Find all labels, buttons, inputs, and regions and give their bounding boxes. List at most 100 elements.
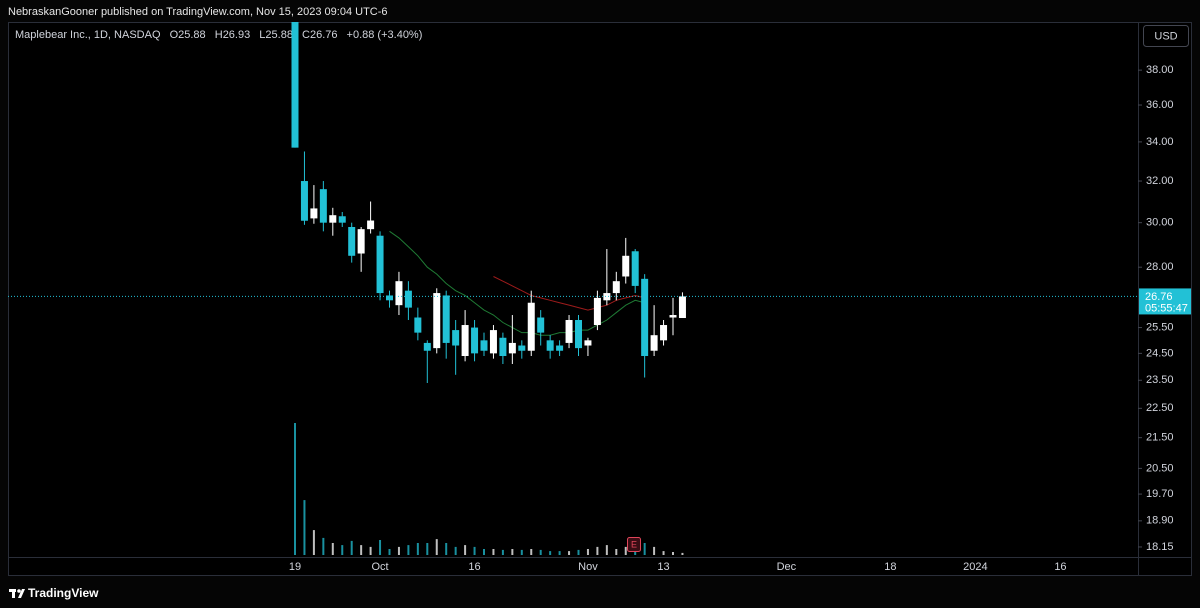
volume-bar [360, 545, 363, 555]
candle-body [641, 278, 649, 357]
candle-body [650, 335, 658, 351]
y-tick-label: 19.70 [1146, 488, 1174, 500]
candle-body [499, 337, 507, 357]
volume-bar [501, 549, 504, 555]
candle-body [329, 215, 337, 223]
volume-bar [294, 423, 296, 555]
legend-value: 26.76 [310, 29, 338, 41]
volume-bar [322, 537, 325, 555]
y-tick-label: 23.50 [1146, 374, 1174, 386]
y-tick-label: 24.50 [1146, 347, 1174, 359]
currency[interactable]: USD [1154, 30, 1177, 42]
candle-body [348, 226, 356, 256]
volume-bar [596, 546, 599, 555]
candle-body [319, 189, 327, 223]
volume-bar [549, 551, 552, 555]
candle-body [593, 297, 601, 326]
earnings-box[interactable] [627, 537, 641, 552]
legend: Maplebear Inc., 1D, NASDAQ O25.88 H26.93… [15, 29, 422, 41]
volume-bar [605, 545, 608, 555]
candle-body [518, 345, 526, 351]
candle-body [357, 229, 365, 254]
candle-body [433, 293, 441, 349]
moving-average [493, 276, 645, 311]
candle-body [310, 208, 318, 219]
volume-bar [473, 546, 476, 555]
legend-change: +0.88 (+3.40%) [347, 29, 423, 41]
candle-body [631, 251, 639, 286]
volume-bar [407, 545, 410, 555]
plot [8, 22, 1138, 555]
volume-bar [492, 549, 495, 555]
moving-average [389, 230, 645, 336]
volume-bar [568, 551, 571, 555]
y-tick-label: 20.50 [1146, 462, 1174, 474]
x-tick-label: 18 [884, 561, 896, 573]
candle-body [508, 342, 516, 354]
y-tick-label: 18.15 [1146, 541, 1174, 553]
candle-body [338, 216, 346, 223]
volume-bar [331, 543, 334, 555]
volume-bar [681, 552, 684, 555]
candle-body [546, 340, 554, 351]
candle-body [565, 320, 573, 343]
candle-body [300, 181, 308, 221]
volume-bar [672, 552, 674, 555]
legend-symbol: Maplebear Inc., 1D, NASDAQ [15, 29, 161, 41]
volume-bar [558, 551, 561, 555]
volume-bar [416, 543, 419, 555]
x-tick-label: 19 [289, 561, 301, 573]
candle-body [404, 290, 412, 308]
candle-body [584, 340, 592, 346]
candle-body [452, 330, 460, 346]
candle-body [395, 281, 403, 306]
footer-logo [9, 589, 25, 598]
candle-body [480, 340, 488, 351]
candle-body [461, 325, 469, 357]
volume-bar [643, 543, 646, 555]
y-tick-label: 30.00 [1146, 217, 1174, 229]
earnings-marker[interactable]: E [631, 539, 637, 549]
volume-bar [464, 545, 467, 555]
legend-value: 26.93 [223, 29, 251, 41]
volume-bar [341, 545, 344, 555]
volume-bar [379, 540, 382, 555]
x-tick-label: 2024 [963, 561, 987, 573]
volume-bar [369, 546, 372, 555]
countdown: 05:55:47 [1145, 302, 1188, 314]
volume-bar [511, 549, 514, 555]
y-tick-label: 21.50 [1146, 432, 1174, 444]
y-tick-label: 32.00 [1146, 175, 1174, 187]
candle-body [575, 320, 582, 349]
volume-bar [435, 539, 438, 555]
candle-body [678, 296, 686, 319]
x-tick-label: 13 [657, 561, 669, 573]
y-tick-label: 38.00 [1146, 64, 1174, 76]
x-tick-label: 16 [468, 561, 480, 573]
y-tick-label: 34.00 [1146, 136, 1174, 148]
y-tick-label: 22.50 [1146, 402, 1174, 414]
volume-bar [615, 549, 618, 555]
x-tick-label: Dec [777, 561, 797, 573]
candle-body [603, 293, 611, 301]
legend-label: L [259, 29, 265, 41]
last-price-box [1139, 288, 1191, 315]
candle-body [489, 330, 497, 354]
candle-body [423, 342, 431, 351]
y-tick-label: 28.00 [1146, 261, 1174, 273]
candle-body [291, 22, 299, 148]
candle-body [669, 315, 677, 318]
candle-body [376, 235, 384, 294]
x-tick-label: 16 [1054, 561, 1066, 573]
currency-box[interactable] [1143, 25, 1189, 47]
volume-bar [445, 543, 448, 555]
candle-body [612, 281, 620, 294]
y-tick-label: 25.50 [1146, 321, 1174, 333]
last-price-label: 26.76 [1145, 291, 1173, 303]
y-tick-label: 18.90 [1146, 515, 1174, 527]
volume-bar [624, 546, 627, 555]
x-tick-label: Oct [371, 561, 388, 573]
legend-label: O [170, 29, 179, 41]
candle-body [442, 295, 450, 343]
